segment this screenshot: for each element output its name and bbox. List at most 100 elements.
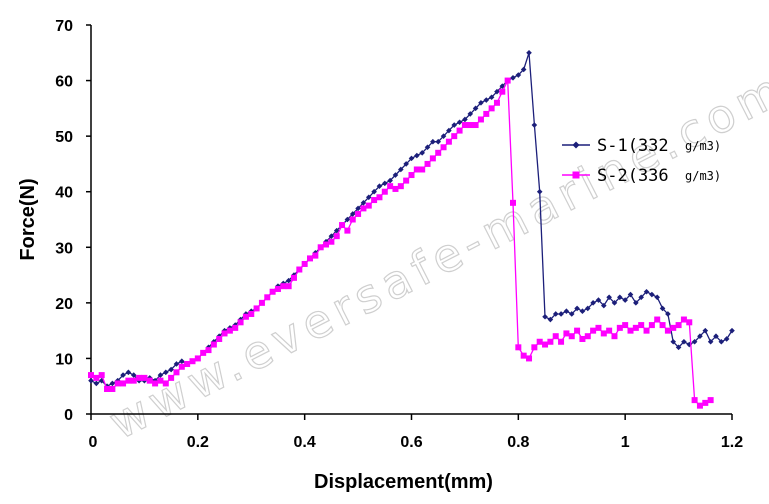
series-1-point [713, 333, 719, 339]
series-2-point [355, 210, 362, 217]
series-2-point [515, 344, 522, 351]
series-1-point [574, 305, 580, 312]
series-1-point [328, 233, 335, 239]
series-1-point [649, 291, 655, 298]
x-tick-label: 1 [621, 434, 630, 451]
series-1-point [558, 311, 564, 317]
series-2-point [499, 88, 506, 95]
series-1-point [398, 166, 404, 173]
series-1-point [430, 138, 436, 145]
series-1-point [499, 83, 506, 89]
series-1-point [130, 372, 137, 378]
series-1-point [88, 377, 94, 384]
series-2-point [93, 374, 100, 381]
series-2-point [424, 160, 431, 167]
series-2-point [258, 299, 265, 306]
series-1-point [595, 297, 602, 303]
series-2-point [242, 313, 249, 320]
series-1-point [376, 183, 383, 189]
series-2-point [173, 369, 180, 376]
series-2-point [408, 172, 415, 179]
series-2-point [189, 358, 196, 365]
y-tick-label: 30 [55, 240, 73, 257]
series-2-point [109, 385, 116, 392]
series-2-point [520, 352, 527, 359]
series-2-point [648, 322, 655, 329]
series-1-point [702, 327, 709, 334]
series-2-point [429, 155, 436, 162]
series-1 [88, 49, 735, 390]
series-2-point [654, 316, 661, 323]
series-1-point [494, 88, 500, 95]
chart-legend: S-1(332 g/m3) S-2(336 g/m3) [562, 136, 721, 186]
legend-entry-2: S-2(336 g/m3) [562, 166, 721, 186]
series-1-point [606, 294, 612, 301]
series-2-point [552, 333, 559, 340]
series-2-point [563, 330, 570, 337]
series-1-point [109, 380, 116, 387]
series-1-point [355, 205, 361, 212]
series-1-point [387, 177, 393, 184]
series-2-point [232, 324, 239, 331]
series-1-point [510, 74, 516, 81]
series-2-point [146, 377, 153, 384]
series-2-point [413, 166, 420, 173]
series-2-point [547, 338, 554, 345]
series-2-point [205, 347, 212, 354]
series-1-point [568, 311, 575, 317]
series-1-point [584, 305, 591, 312]
series-1-point [157, 372, 164, 378]
series-2-point [365, 202, 372, 209]
series-1-point [627, 291, 634, 298]
series-1-point [515, 72, 522, 78]
series-1-point [371, 188, 377, 195]
series-2-point [632, 324, 639, 331]
series-1-point [723, 336, 730, 342]
y-tick-label: 60 [55, 74, 73, 91]
series-2-point [696, 402, 703, 409]
series-1-point [563, 308, 570, 314]
series-2-point [542, 341, 549, 348]
series-2-point [296, 266, 303, 273]
series-1-point [440, 133, 447, 139]
series-1-point [451, 122, 458, 128]
series-2-point [141, 374, 148, 381]
y-tick-label: 10 [55, 351, 73, 368]
series-2-point [664, 327, 671, 334]
series-2-point [162, 380, 169, 387]
series-2-point [237, 319, 244, 326]
series-1-point [590, 300, 596, 306]
series-2-point [307, 255, 314, 262]
series-2-point [130, 377, 137, 384]
series-1-point [659, 305, 666, 312]
series-1-point [579, 308, 586, 314]
series-2-point [456, 127, 463, 134]
series-2-point [312, 252, 319, 259]
series-2-point [574, 327, 581, 334]
series-1-point [349, 211, 356, 217]
series-2-point [285, 283, 292, 290]
series-2-point [376, 194, 383, 201]
series-1-point [547, 316, 554, 323]
series-2-point [200, 349, 207, 356]
series-2-point [333, 233, 340, 240]
series-2-point [643, 327, 650, 334]
y-tick-label: 70 [55, 18, 73, 35]
series-1-point [707, 338, 714, 345]
series-1-point [125, 369, 132, 376]
series-2-point [290, 274, 297, 281]
series-2-point [675, 322, 682, 329]
series-2-point [440, 144, 447, 151]
series-1-point [472, 105, 479, 112]
series-2-point [493, 99, 500, 106]
series-2-point [595, 324, 602, 331]
series-2-point [590, 327, 597, 334]
series-1-point [179, 358, 185, 365]
series-1-point [718, 338, 725, 345]
series-2-point [360, 205, 367, 212]
series-2-point [216, 335, 223, 342]
series-1-point [643, 288, 650, 295]
series-2-point [253, 305, 260, 312]
series-1-line [90, 52, 733, 388]
series-2-point [387, 183, 394, 190]
